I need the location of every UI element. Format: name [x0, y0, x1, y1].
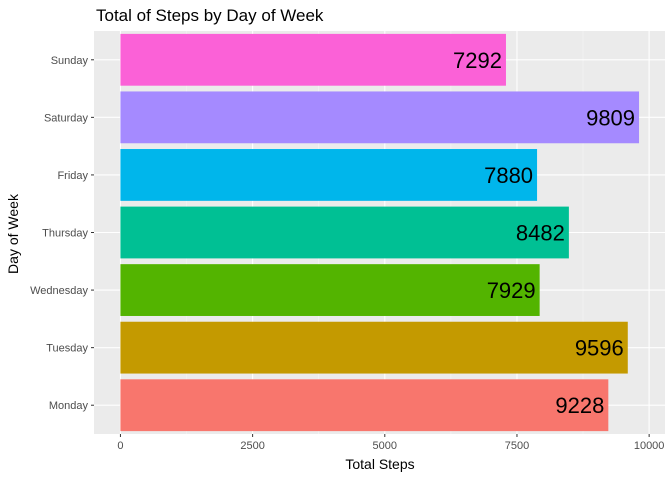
data-label-tuesday: 9596: [575, 336, 624, 361]
bar-wednesday: [120, 264, 540, 316]
bar-friday: [120, 149, 538, 201]
y-tick-label-saturday: Saturday: [44, 112, 89, 124]
y-axis-title: Day of Week: [5, 193, 21, 274]
bar-thursday: [120, 206, 569, 259]
chart-title: Total of Steps by Day of Week: [96, 6, 324, 25]
y-axis: Monday Tuesday Wednesday Thursday Friday Satu…: [30, 55, 94, 412]
bar-tuesday: [120, 321, 628, 374]
x-tick-label-5000: 5000: [373, 440, 397, 452]
data-label-saturday: 9809: [586, 105, 635, 130]
x-axis: 0 2500 5000 7500 10000: [117, 434, 664, 452]
data-label-thursday: 8482: [516, 221, 565, 246]
data-label-sunday: 7292: [453, 48, 502, 73]
y-tick-label-friday: Friday: [57, 170, 88, 182]
x-tick-label-0: 0: [117, 440, 123, 452]
bar-sunday: [120, 33, 506, 86]
y-tick-label-sunday: Sunday: [51, 55, 89, 67]
x-tick-label-2500: 2500: [240, 440, 264, 452]
y-tick-label-tuesday: Tuesday: [46, 343, 88, 355]
x-tick-label-10000: 10000: [634, 440, 665, 452]
data-labels: 9228 9596 7929 8482 7880 9809 7292: [453, 48, 635, 418]
x-tick-label-7500: 7500: [505, 440, 529, 452]
data-label-wednesday: 7929: [487, 278, 536, 303]
data-label-friday: 7880: [484, 163, 533, 188]
x-axis-title: Total Steps: [345, 456, 414, 472]
y-tick-label-wednesday: Wednesday: [30, 285, 88, 297]
bar-monday: [120, 379, 609, 432]
bar-saturday: [120, 91, 640, 144]
data-label-monday: 9228: [555, 393, 604, 418]
y-tick-label-monday: Monday: [49, 400, 89, 412]
y-tick-label-thursday: Thursday: [42, 228, 88, 240]
bars: [120, 33, 640, 432]
